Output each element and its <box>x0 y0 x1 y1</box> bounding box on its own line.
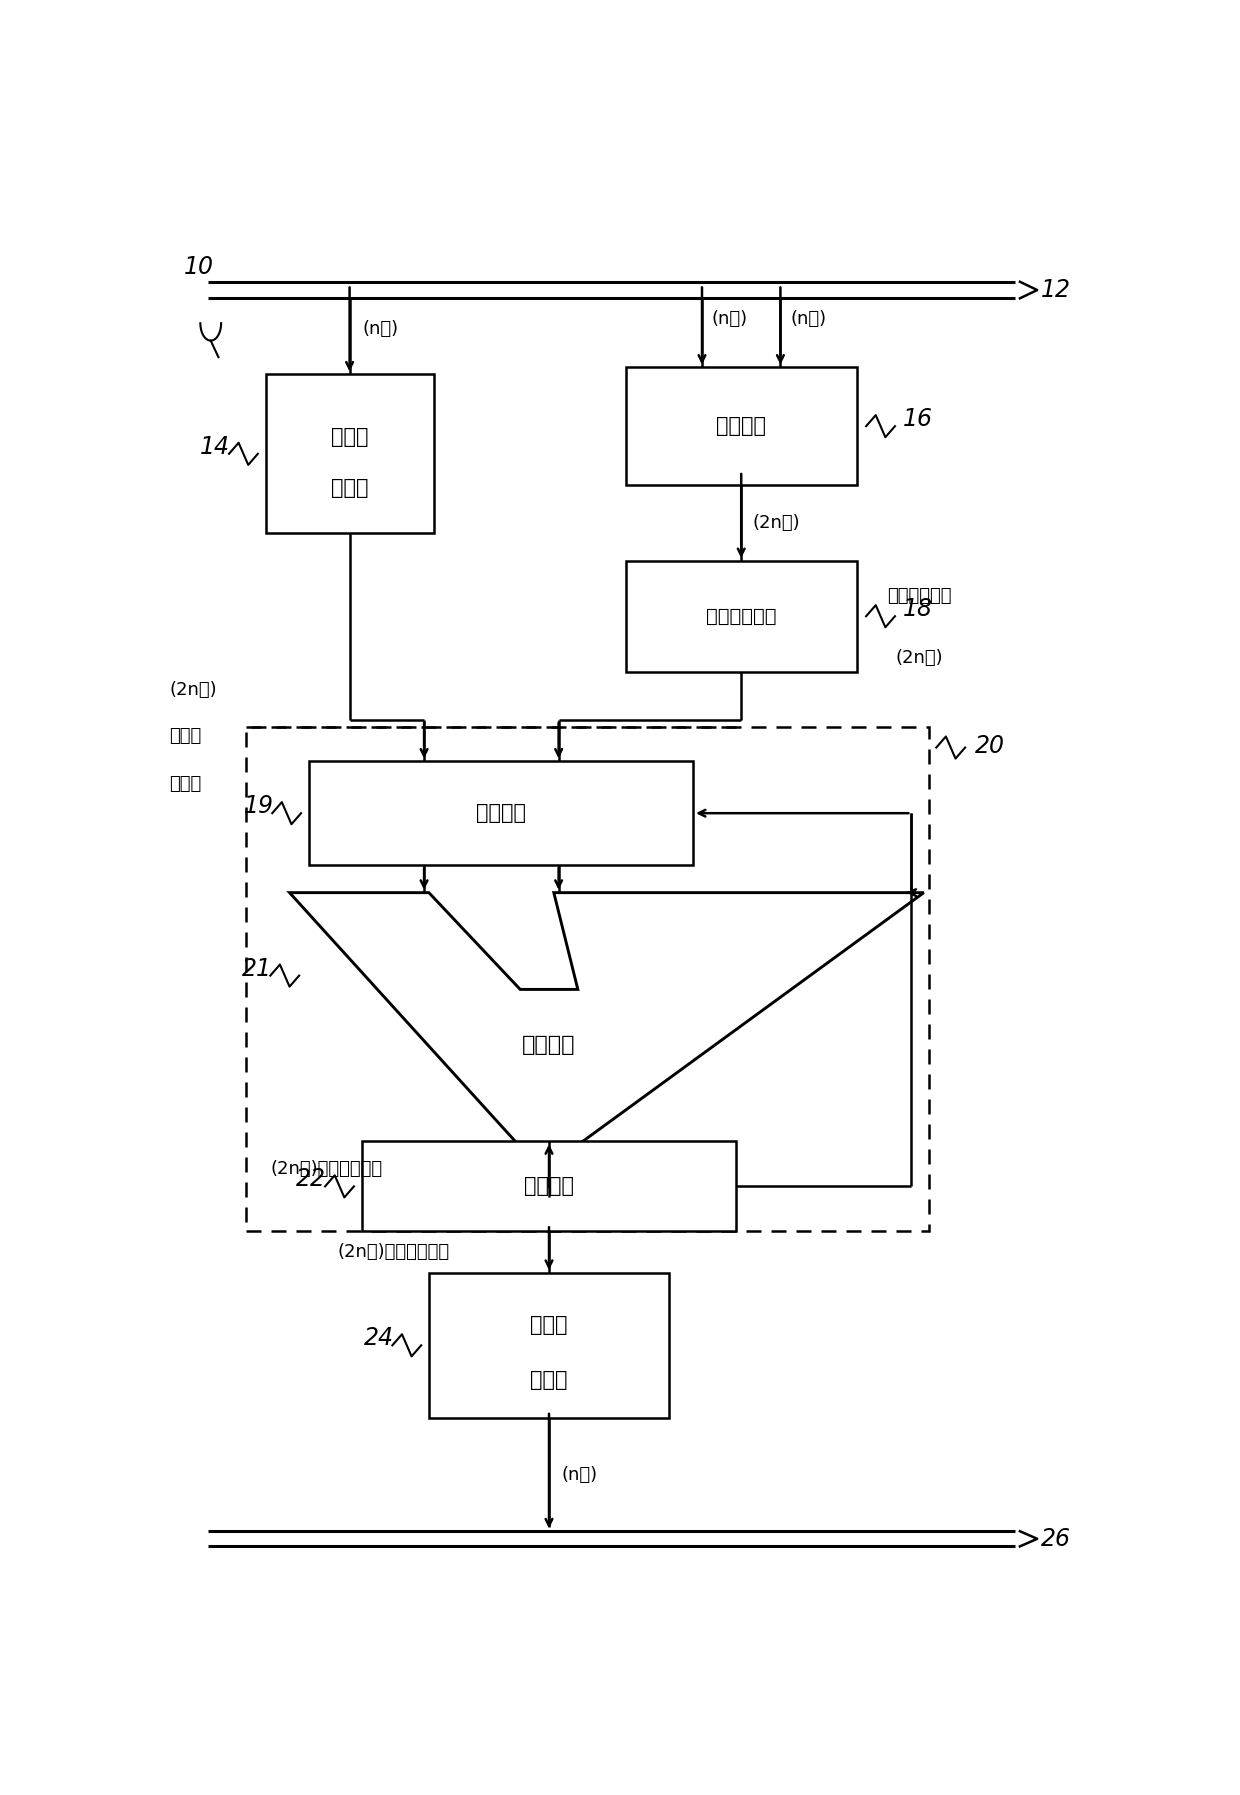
Bar <box>362 1142 737 1231</box>
Text: 移装置: 移装置 <box>331 479 368 499</box>
Text: 第一数字数据: 第一数字数据 <box>887 587 951 605</box>
Text: 22: 22 <box>296 1167 326 1192</box>
Text: (n位): (n位) <box>712 311 748 328</box>
Text: (n位): (n位) <box>790 311 826 328</box>
Text: 乘法电路: 乘法电路 <box>717 416 766 436</box>
Text: 19: 19 <box>243 793 273 819</box>
Text: 18: 18 <box>903 598 932 621</box>
Bar <box>309 761 693 865</box>
Text: 选择装置: 选择装置 <box>476 802 526 824</box>
Text: 16: 16 <box>903 407 932 431</box>
Text: 12: 12 <box>1042 278 1071 302</box>
Text: 26: 26 <box>1042 1528 1071 1551</box>
Text: 10: 10 <box>184 255 213 278</box>
Bar <box>626 368 857 485</box>
Bar <box>626 562 857 671</box>
Text: 移装置: 移装置 <box>531 1370 568 1389</box>
Text: 乘法位移装置: 乘法位移装置 <box>706 607 776 626</box>
Text: 20: 20 <box>975 734 1004 757</box>
Text: 14: 14 <box>200 434 231 460</box>
Text: 第一位: 第一位 <box>331 427 368 447</box>
Text: (2n位): (2n位) <box>753 513 800 531</box>
Text: (2n位)第三数字数据: (2n位)第三数字数据 <box>270 1160 382 1178</box>
Text: 第二位: 第二位 <box>531 1314 568 1334</box>
Bar <box>265 375 434 533</box>
Text: 第二数: 第二数 <box>170 727 202 745</box>
Text: 21: 21 <box>242 957 272 980</box>
Text: 储存装置: 储存装置 <box>525 1176 574 1195</box>
Text: (2n位): (2n位) <box>170 680 217 700</box>
Bar <box>429 1273 670 1418</box>
Bar <box>247 727 929 1231</box>
Text: 24: 24 <box>363 1327 393 1350</box>
Text: 字数据: 字数据 <box>170 775 202 793</box>
Text: (2n位)第四数字数据: (2n位)第四数字数据 <box>337 1242 450 1262</box>
Text: 运算单元: 运算单元 <box>522 1034 575 1055</box>
Text: (n位): (n位) <box>562 1465 598 1483</box>
Text: (2n位): (2n位) <box>895 650 942 668</box>
Text: (n位): (n位) <box>362 321 398 339</box>
